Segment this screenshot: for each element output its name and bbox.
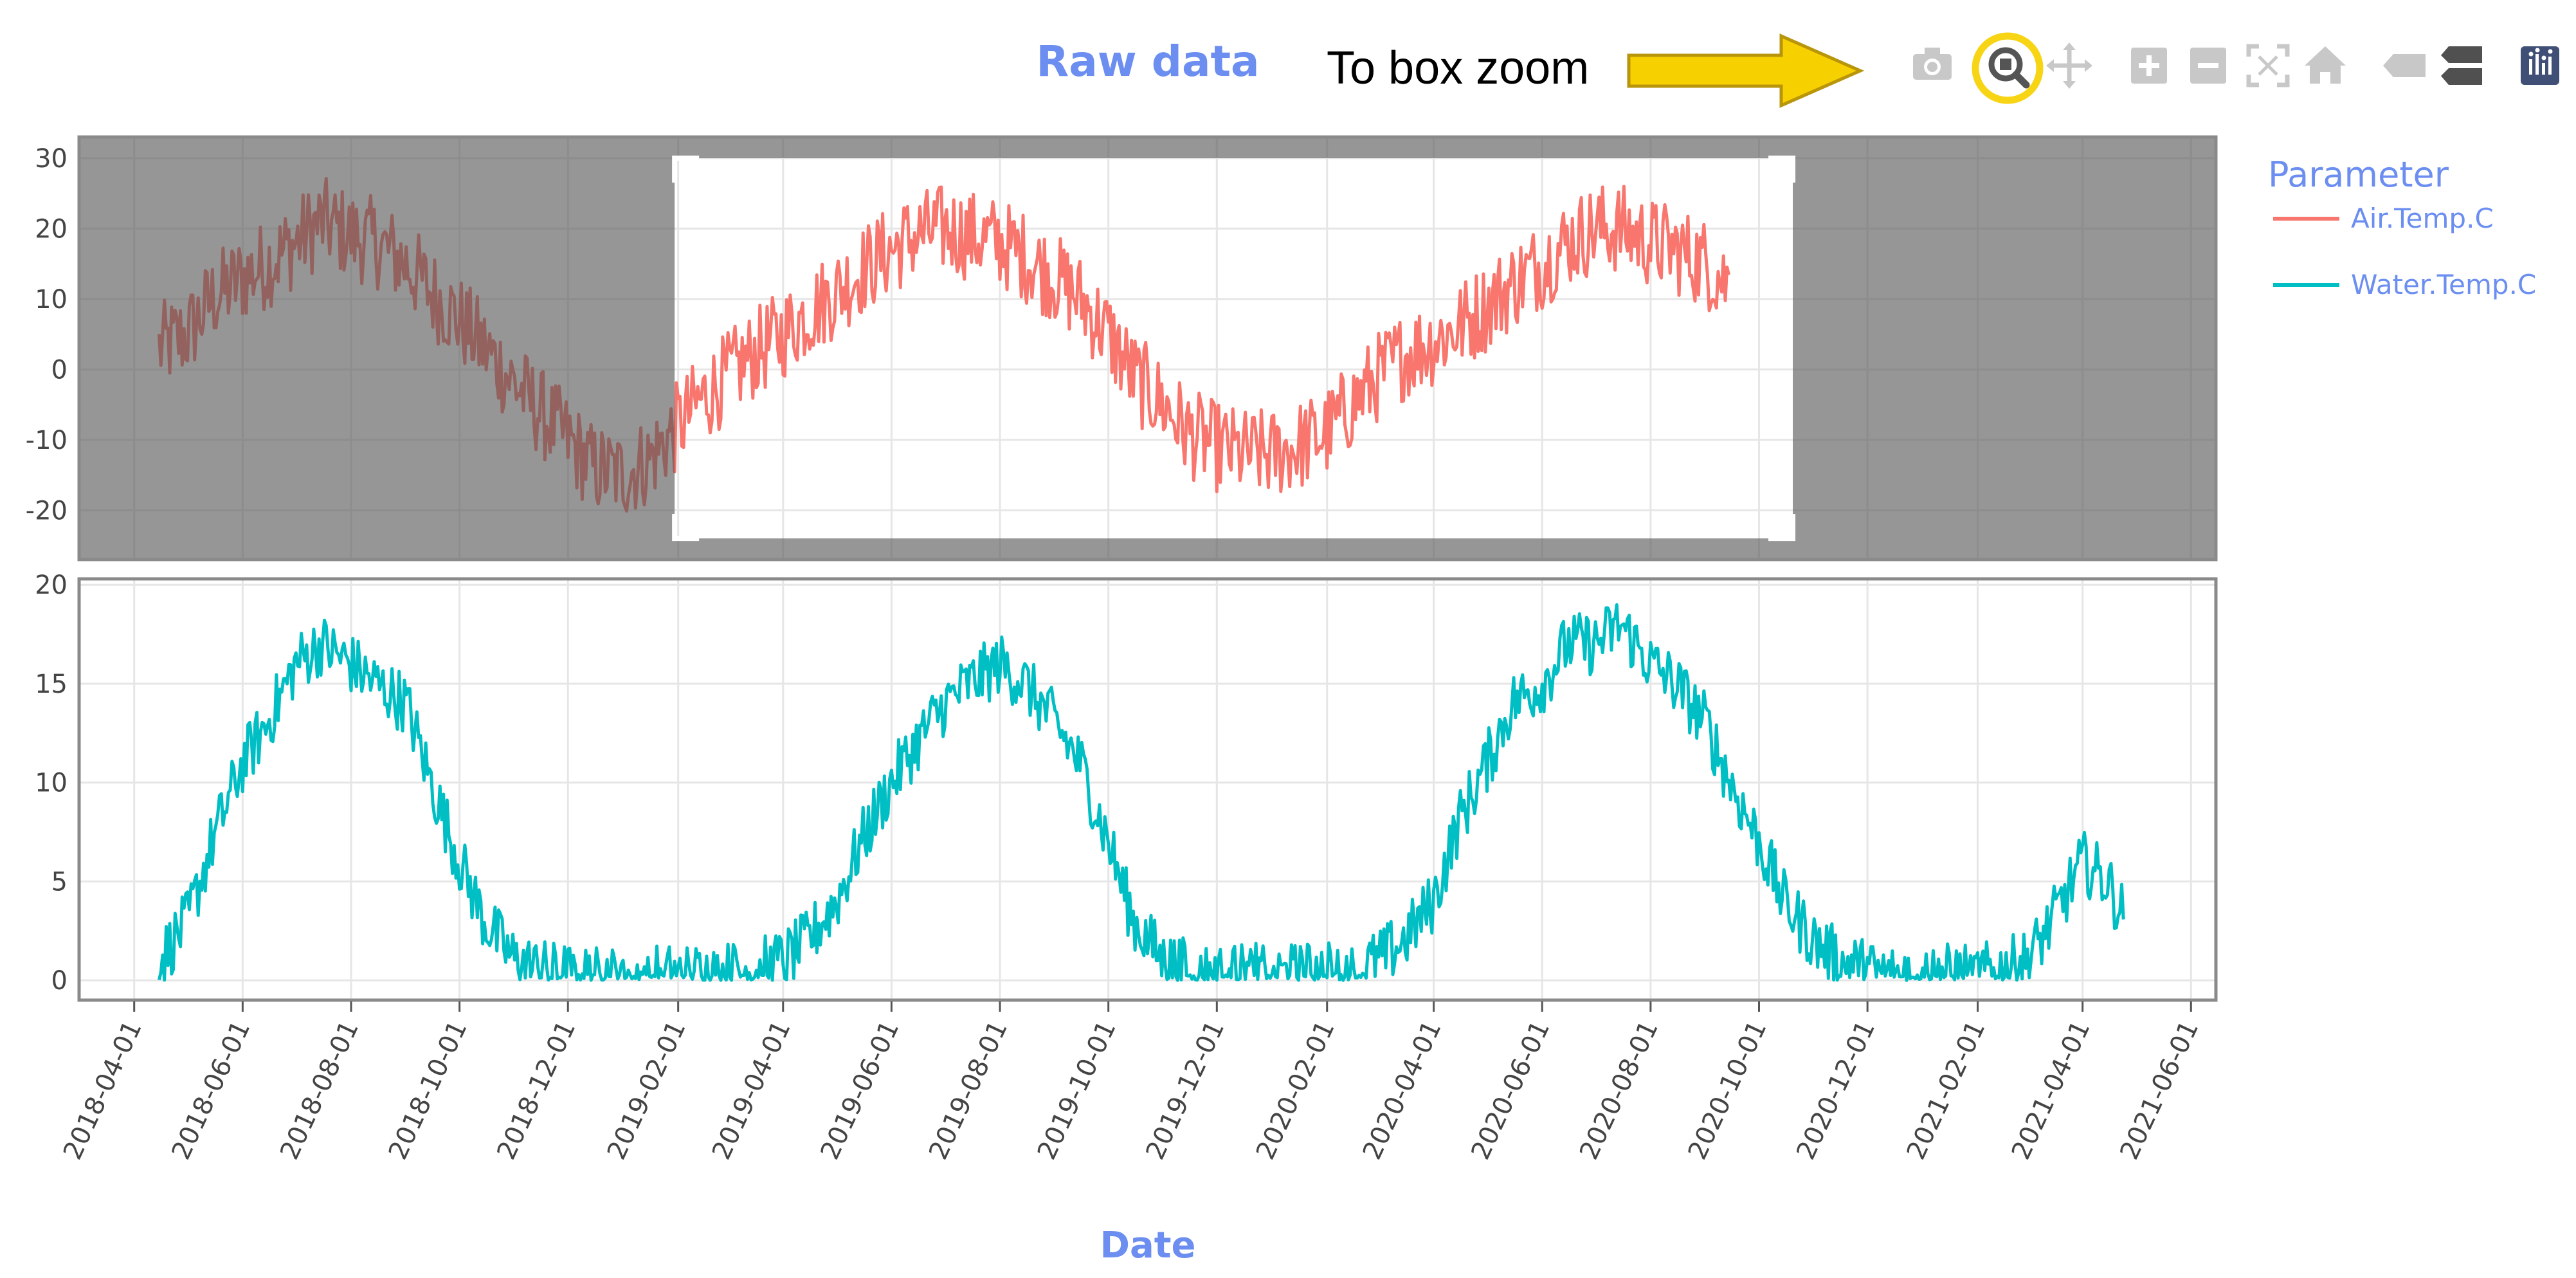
water-temp-line <box>157 603 2125 982</box>
bottom-plot-border <box>77 577 2218 1002</box>
modebar <box>1913 32 2559 104</box>
x-tick-label: 2019-08-01 <box>923 1016 1013 1164</box>
bottom-gridlines <box>79 579 2216 1000</box>
x-tick-label: 2018-10-01 <box>383 1016 473 1164</box>
selection-corner <box>1768 155 1796 183</box>
x-tick-label: 2018-04-01 <box>58 1016 148 1164</box>
top-y-tick-labels: 30 20 10 0 -10 -20 <box>26 144 68 525</box>
y-tick-label: -20 <box>26 496 68 525</box>
x-tick-label: 2021-04-01 <box>2006 1016 2096 1164</box>
legend-item-air[interactable]: Air.Temp.C <box>2273 203 2494 234</box>
selection-box-corners <box>672 155 1796 542</box>
y-tick-label: 30 <box>35 144 68 174</box>
x-tick-label: 2021-06-01 <box>2114 1016 2204 1164</box>
x-tick-label: 2018-06-01 <box>166 1016 256 1164</box>
x-axis-title: Date <box>1100 1225 1195 1266</box>
zoom-icon[interactable] <box>1988 47 2030 89</box>
y-tick-label: 20 <box>35 571 68 600</box>
legend-label-water: Water.Temp.C <box>2351 269 2536 300</box>
x-tick-label: 2019-10-01 <box>1032 1016 1122 1164</box>
y-tick-label: 20 <box>35 214 68 244</box>
autoscale-icon[interactable] <box>2246 44 2290 87</box>
x-tick-label: 2019-06-01 <box>815 1016 905 1164</box>
zoom-highlight-ring <box>1972 32 2044 104</box>
plotly-logo-icon[interactable] <box>2521 46 2559 85</box>
annotation-arrow <box>1627 33 1865 108</box>
air-temp-panel[interactable]: 30 20 10 0 -10 -20 <box>26 135 2218 561</box>
annotation-text: To box zoom <box>1327 42 1589 94</box>
legend: Parameter Air.Temp.C Water.Temp.C <box>2268 154 2536 300</box>
x-tick-label: 2020-06-01 <box>1465 1016 1556 1164</box>
chart-title: Raw data <box>1036 37 1259 86</box>
x-tick-label: 2021-02-01 <box>1901 1016 1991 1164</box>
selection-corner <box>1768 514 1796 542</box>
legend-title: Parameter <box>2268 154 2449 195</box>
x-tick-label: 2018-12-01 <box>491 1016 581 1164</box>
water-temp-panel[interactable]: 20 15 10 5 0 <box>35 571 2218 1002</box>
selection-outside-shade <box>79 137 2216 560</box>
y-tick-label: 0 <box>51 355 68 385</box>
x-tick-label: 2019-04-01 <box>707 1016 797 1164</box>
x-tick-label: 2020-08-01 <box>1574 1016 1664 1164</box>
legend-item-water[interactable]: Water.Temp.C <box>2273 269 2536 300</box>
bottom-y-tick-labels: 20 15 10 5 0 <box>35 571 68 996</box>
y-tick-label: 5 <box>51 867 68 897</box>
x-tick-label: 2018-08-01 <box>275 1016 365 1164</box>
x-axis-ticks: 2018-04-01 2018-06-01 2018-08-01 2018-10-01… <box>58 1001 2204 1164</box>
camera-icon[interactable] <box>1913 48 1952 80</box>
selection-corner <box>672 514 700 542</box>
x-tick-label: 2019-02-01 <box>602 1016 692 1164</box>
selection-corner <box>672 155 700 183</box>
y-tick-label: 15 <box>35 670 68 699</box>
hover-closest-icon[interactable] <box>2383 54 2426 77</box>
y-tick-label: 0 <box>51 966 68 996</box>
pan-icon[interactable] <box>2046 42 2092 89</box>
x-tick-label: 2019-12-01 <box>1140 1016 1230 1164</box>
hover-compare-icon[interactable] <box>2441 46 2482 85</box>
zoom-out-icon[interactable] <box>2190 48 2226 84</box>
x-tick-label: 2020-12-01 <box>1791 1016 1881 1164</box>
zoom-in-icon[interactable] <box>2131 48 2167 84</box>
y-tick-label: 10 <box>35 285 68 315</box>
x-tick-label: 2020-10-01 <box>1683 1016 1773 1164</box>
y-tick-label: -10 <box>26 426 68 455</box>
reset-axes-icon[interactable] <box>2305 46 2346 84</box>
x-tick-label: 2020-02-01 <box>1251 1016 1341 1164</box>
x-tick-label: 2020-04-01 <box>1357 1016 1447 1164</box>
legend-label-air: Air.Temp.C <box>2351 203 2494 234</box>
top-plot-border <box>77 135 2218 561</box>
y-tick-label: 10 <box>35 769 68 798</box>
